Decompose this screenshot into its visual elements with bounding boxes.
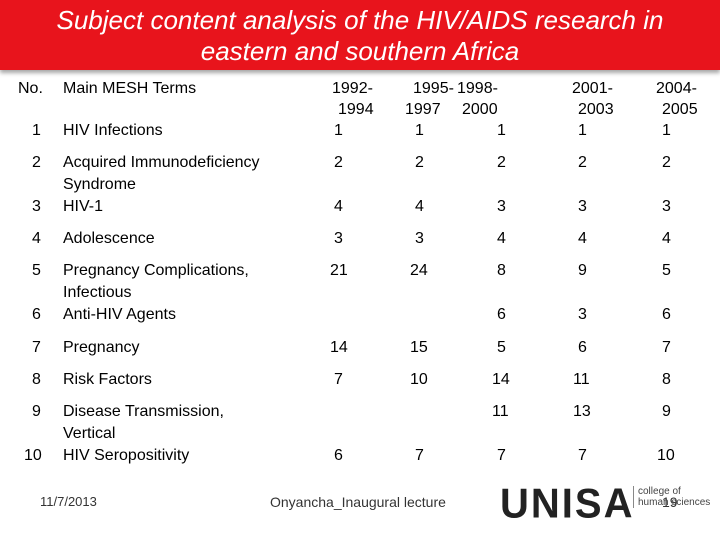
row-separator — [14, 145, 706, 146]
header-period-4: 2001- — [572, 80, 613, 97]
row-3-val-2: 4 — [415, 198, 424, 215]
row-5-val-1: 21 — [330, 262, 348, 279]
header-period-1-end: 1994 — [338, 101, 374, 118]
row-7-val-1: 14 — [330, 339, 348, 356]
row-1-val-1: 1 — [334, 122, 343, 139]
header-period-2: 1995- — [413, 80, 454, 97]
row-8-val-5: 8 — [662, 371, 671, 388]
row-10-no: 10 — [24, 447, 42, 464]
header-period-5-end: 2005 — [662, 101, 698, 118]
row-2-val-4: 2 — [578, 154, 587, 171]
row-2-val-3: 2 — [497, 154, 506, 171]
row-6-no: 6 — [32, 306, 41, 323]
row-9-term: Disease Transmission, Vertical — [63, 403, 224, 442]
header-no: No. — [18, 80, 43, 97]
row-separator — [14, 221, 706, 222]
row-10-val-3: 7 — [497, 447, 506, 464]
row-5-val-5: 5 — [662, 262, 671, 279]
header-period-3-end: 2000 — [462, 101, 498, 118]
row-7-val-5: 7 — [662, 339, 671, 356]
row-9-val-4: 13 — [573, 403, 591, 420]
row-separator — [14, 394, 706, 395]
row-1-val-5: 1 — [662, 122, 671, 139]
footer-lecture-name: Onyancha_Inaugural lecture — [270, 494, 446, 510]
row-3-val-5: 3 — [662, 198, 671, 215]
row-10-term: HIV Seropositivity — [63, 447, 190, 464]
row-8-term: Risk Factors — [63, 371, 152, 388]
row-3-val-4: 3 — [578, 198, 587, 215]
row-separator — [14, 362, 706, 363]
row-6-term: Anti-HIV Agents — [63, 306, 176, 323]
row-6-val-5: 6 — [662, 306, 671, 323]
row-10-val-1: 6 — [334, 447, 343, 464]
row-1-term: HIV Infections — [63, 122, 163, 139]
row-separator — [14, 253, 706, 254]
row-1-no: 1 — [32, 122, 41, 139]
header-period-5: 2004- — [656, 80, 697, 97]
row-2-val-1: 2 — [334, 154, 343, 171]
row-8-val-3: 14 — [492, 371, 510, 388]
row-8-no: 8 — [32, 371, 41, 388]
row-5-val-2: 24 — [410, 262, 428, 279]
row-3-val-3: 3 — [497, 198, 506, 215]
row-1-val-3: 1 — [497, 122, 506, 139]
row-4-val-3: 4 — [497, 230, 506, 247]
row-7-no: 7 — [32, 339, 41, 356]
row-1-val-4: 1 — [578, 122, 587, 139]
row-10-val-2: 7 — [415, 447, 424, 464]
row-4-val-2: 3 — [415, 230, 424, 247]
header-period-3: 1998- — [457, 80, 498, 97]
row-1-val-2: 1 — [415, 122, 424, 139]
row-7-val-3: 5 — [497, 339, 506, 356]
row-separator — [14, 329, 706, 330]
slide-title-bar: Subject content analysis of the HIV/AIDS… — [0, 0, 720, 70]
row-3-no: 3 — [32, 198, 41, 215]
header-period-1: 1992- — [332, 80, 373, 97]
college-subtitle: college of human sciences — [633, 486, 710, 508]
row-2-no: 2 — [32, 154, 41, 171]
row-5-term: Pregnancy Complications, Infectious — [63, 262, 249, 301]
row-2-term: Acquired Immunodeficiency Syndrome — [63, 154, 260, 193]
row-4-val-1: 3 — [334, 230, 343, 247]
row-8-val-4: 11 — [573, 371, 590, 388]
row-8-val-1: 7 — [334, 371, 343, 388]
header-period-2-end: 1997 — [405, 101, 441, 118]
row-9-no: 9 — [32, 403, 41, 420]
slide-title: Subject content analysis of the HIV/AIDS… — [56, 5, 664, 66]
page-number: 19 — [662, 494, 678, 510]
row-7-term: Pregnancy — [63, 339, 140, 356]
row-5-val-4: 9 — [578, 262, 587, 279]
row-7-val-4: 6 — [578, 339, 587, 356]
row-9-val-3: 11 — [492, 403, 509, 420]
footer-date: 11/7/2013 — [40, 494, 97, 509]
row-5-no: 5 — [32, 262, 41, 279]
header-period-4-end: 2003 — [578, 101, 614, 118]
row-10-val-5: 10 — [657, 447, 675, 464]
row-5-val-3: 8 — [497, 262, 506, 279]
row-6-val-3: 6 — [497, 306, 506, 323]
row-10-val-4: 7 — [578, 447, 587, 464]
unisa-logo: UNISA — [500, 480, 635, 528]
row-3-val-1: 4 — [334, 198, 343, 215]
row-2-val-5: 2 — [662, 154, 671, 171]
row-4-val-4: 4 — [578, 230, 587, 247]
row-4-val-5: 4 — [662, 230, 671, 247]
row-6-val-4: 3 — [578, 306, 587, 323]
row-8-val-2: 10 — [410, 371, 428, 388]
row-7-val-2: 15 — [410, 339, 428, 356]
header-term: Main MESH Terms — [63, 80, 197, 97]
row-4-no: 4 — [32, 230, 41, 247]
row-2-val-2: 2 — [415, 154, 424, 171]
row-3-term: HIV-1 — [63, 198, 104, 215]
row-9-val-5: 9 — [662, 403, 671, 420]
row-4-term: Adolescence — [63, 230, 155, 247]
